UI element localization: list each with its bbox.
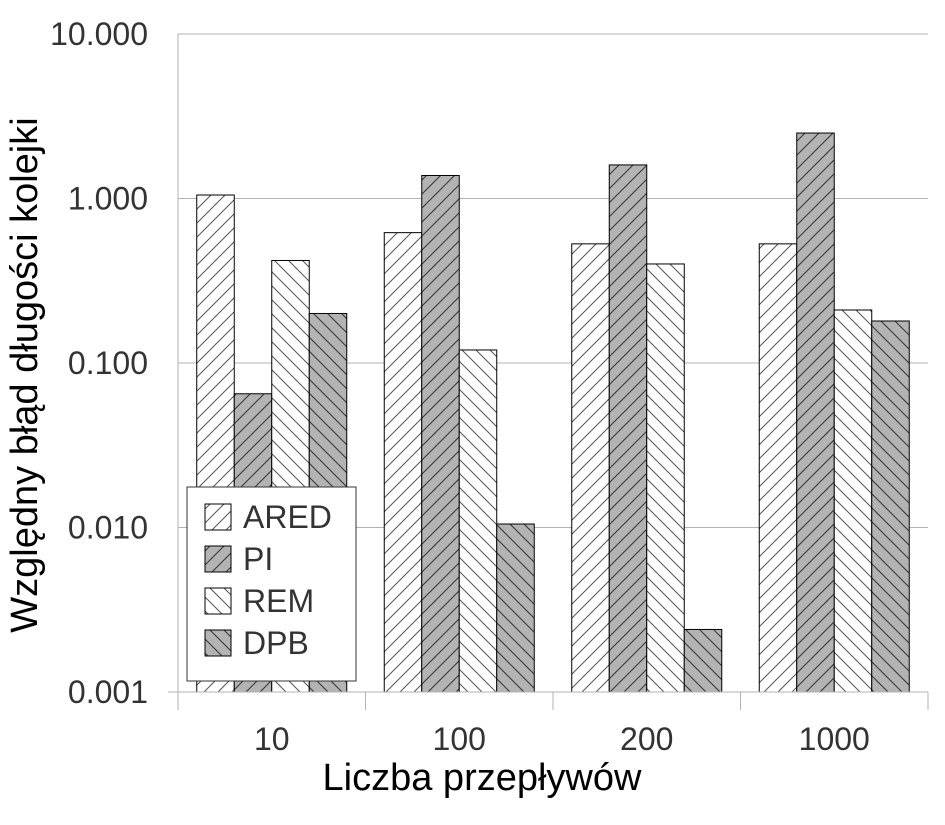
axes [168,34,929,710]
legend-swatch-pi [204,545,232,573]
legend-swatch-rem [204,587,232,615]
x-tick-label: 200 [620,721,673,757]
y-axis-title: Względny błąd długości kolejki [4,117,46,632]
x-tick-label: 10 [254,721,290,757]
bar-pi-100 [421,174,460,693]
y-tick-labels: 0.001 0.010 0.100 1.000 10.000 [50,16,148,710]
x-tick-labels: 10 100 200 1000 [254,721,870,757]
legend-swatch-ared [204,503,232,531]
x-tick-label: 1000 [799,721,870,757]
bar-rem-1000 [833,309,873,693]
bar-dpb-1000 [871,320,910,693]
bar-rem-100 [458,349,498,693]
legend-label-dpb: DPB [243,625,309,661]
legend-swatch-dpb [204,629,232,657]
bar-pi-200 [608,164,648,693]
y-tick-label: 0.001 [68,674,148,710]
legend-label-rem: REM [243,583,314,619]
x-tick-label: 100 [433,721,486,757]
y-tick-label: 1.000 [68,181,148,217]
bar-ared-1000 [758,243,798,693]
legend: ARED PI REM DPB [186,486,357,682]
bar-dpb-200 [683,628,723,693]
bar-pi-1000 [796,132,835,693]
y-tick-label: 0.010 [68,510,148,546]
bar-dpb-100 [496,523,535,693]
bar-ared-200 [571,243,610,693]
y-tick-label: 10.000 [50,16,148,52]
bar-rem-200 [646,263,685,693]
legend-label-pi: PI [243,541,273,577]
legend-label-ared: ARED [243,499,332,535]
bar-ared-100 [383,232,423,693]
y-tick-label: 0.100 [68,345,148,381]
x-axis-title: Liczba przepływów [323,757,642,799]
